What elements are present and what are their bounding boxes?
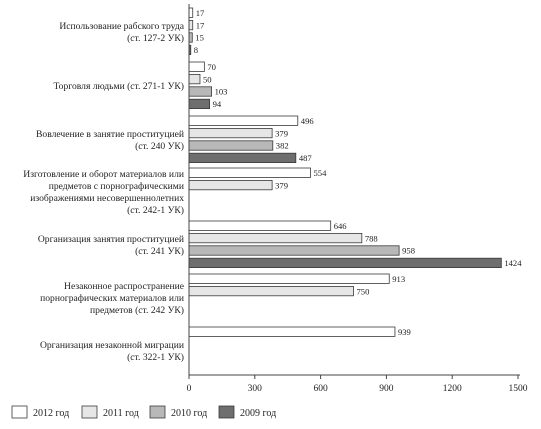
bar (188, 245, 400, 256)
legend-swatch (218, 405, 235, 419)
bar (188, 220, 332, 231)
bar (188, 115, 299, 126)
data-label: 939 (398, 327, 411, 337)
legend-label: 2012 год (33, 408, 69, 419)
data-label: 646 (334, 221, 348, 231)
bar (188, 179, 273, 191)
bar (188, 326, 396, 337)
data-label: 554 (314, 168, 328, 178)
data-label: 17 (196, 8, 205, 18)
category-label-line: (ст. 322-1 УК) (127, 352, 184, 363)
category-label-line: предметов с порнографическими (49, 181, 184, 192)
data-label: 70 (207, 62, 216, 72)
category-label: Использование рабского труда (ст. 127-2 У… (59, 21, 184, 44)
x-tick-label: 900 (379, 384, 394, 394)
data-label: 15 (195, 33, 204, 43)
category-label-line: (ст. 127-2 УК) (127, 33, 184, 44)
bar (188, 127, 273, 139)
category-label-line: Торговля людьми (ст. 271-1 УК) (54, 81, 184, 92)
category-label-line: Организация незаконной миграции (40, 340, 184, 351)
data-label: 379 (275, 180, 288, 190)
bar (188, 61, 205, 72)
category-label: Незаконное распространение порнографическ… (40, 281, 184, 316)
bar (188, 74, 201, 85)
x-tick-label: 600 (313, 384, 328, 394)
category-label: Изготовление и оборот материалов или пред… (23, 169, 184, 216)
data-label: 382 (276, 141, 289, 151)
bar (188, 86, 212, 97)
legend-label: 2011 год (103, 408, 139, 419)
category-label-line: (ст. 240 УК) (135, 141, 184, 152)
category-label-line: Организация занятия проституцией (38, 234, 184, 245)
data-label: 913 (392, 274, 405, 284)
category-label-line: (ст. 242-1 УК) (127, 205, 184, 216)
bar (188, 273, 390, 284)
legend-swatch (11, 405, 28, 419)
category-label-line: порнографических материалов или (40, 293, 184, 304)
bar (188, 140, 274, 151)
data-label: 103 (215, 87, 228, 97)
category-label: Торговля людьми (ст. 271-1 УК) (54, 81, 184, 92)
data-label: 379 (275, 128, 288, 138)
category-label: Организация незаконной миграции (ст. 322-… (40, 340, 184, 363)
category-label-line: Использование рабского труда (59, 21, 184, 32)
category-label: Вовлечение в занятие проституцией (ст. 24… (36, 129, 184, 152)
bar (188, 152, 297, 163)
bar (188, 257, 502, 269)
category-label-line: Изготовление и оборот материалов или (23, 169, 184, 180)
bar (188, 98, 211, 109)
data-label: 750 (357, 286, 370, 296)
bar (188, 232, 363, 244)
bar (188, 19, 194, 31)
data-label: 788 (365, 233, 378, 243)
data-label: 17 (196, 20, 205, 30)
data-label: 496 (301, 116, 315, 126)
bar (188, 285, 354, 297)
data-label: 94 (213, 99, 222, 109)
data-label: 50 (203, 74, 212, 84)
x-tick-label: 1200 (443, 384, 462, 394)
bar (188, 7, 194, 18)
legend-label: 2010 год (171, 408, 207, 419)
legend-label: 2009 год (240, 408, 276, 419)
data-label: 958 (402, 246, 415, 256)
legend-swatch (81, 405, 98, 419)
category-label: Организация занятия проституцией (ст. 241… (38, 234, 184, 257)
category-label-line: Незаконное распространение (64, 281, 184, 292)
category-label-line: (ст. 241 УК) (135, 246, 184, 257)
legend-swatch (149, 405, 166, 419)
category-label-line: изображениями несовершеннолетних (30, 193, 184, 204)
category-label-line: Вовлечение в занятие проституцией (36, 129, 184, 140)
data-label: 487 (299, 153, 313, 163)
x-tick-label: 300 (248, 384, 263, 394)
bar (188, 167, 311, 178)
data-label: 8 (194, 45, 198, 55)
category-label-line: предметов (ст. 242 УК) (90, 305, 184, 316)
data-label: 1424 (504, 258, 522, 268)
x-tick-label: 1500 (509, 384, 528, 394)
x-tick-label: 0 (187, 384, 192, 394)
